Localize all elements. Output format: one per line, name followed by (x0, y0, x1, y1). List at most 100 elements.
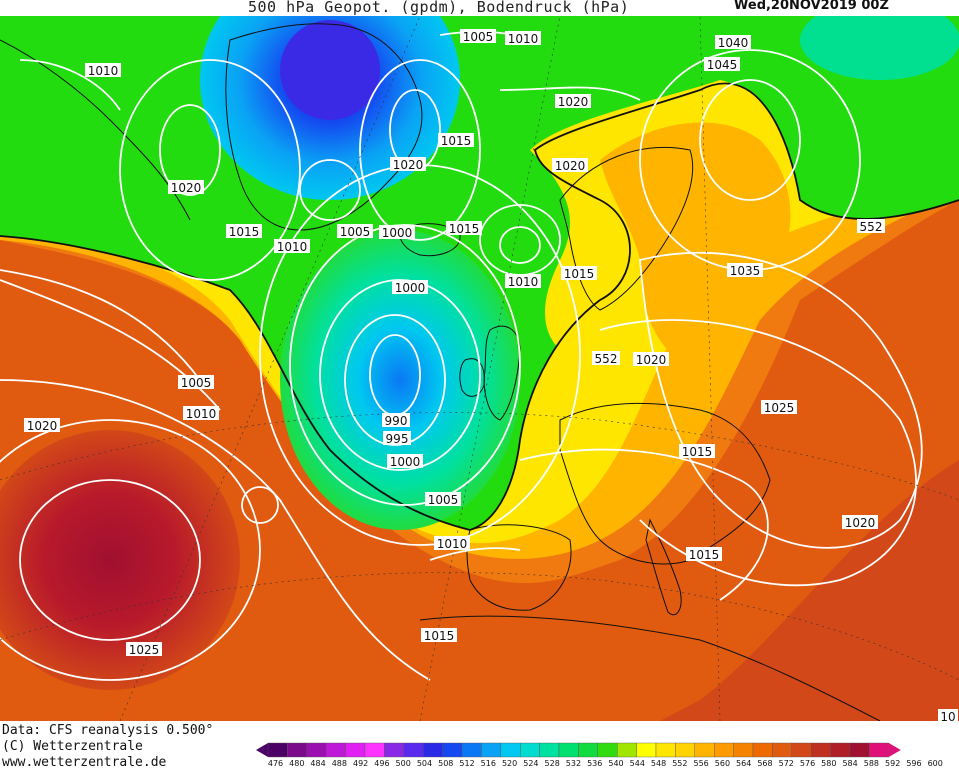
isobar-label-box (555, 94, 591, 108)
legend-swatch (461, 742, 482, 758)
isobar-label: 1000 (382, 226, 413, 240)
isobar-label-box (387, 454, 423, 468)
legend-swatch (675, 742, 695, 758)
legend-swatch (578, 742, 598, 758)
legend-tick-label: 508 (438, 759, 454, 768)
italy-coast (645, 518, 682, 616)
isobar-1010-iberia (429, 547, 521, 561)
greenland-coast (225, 23, 423, 231)
isobar-label-box (24, 418, 60, 432)
iceland-coast (399, 223, 461, 257)
isobar-label: 1000 (395, 281, 426, 295)
isobar-label-box (383, 431, 411, 445)
isobar-label-box (421, 628, 457, 642)
isobar-label-box (633, 352, 669, 366)
isobar-label-box (715, 35, 751, 49)
legend-swatch (364, 742, 385, 758)
copyright-credit: (C) Wetterzentrale (2, 739, 143, 754)
isobar-label: 1010 (508, 275, 539, 289)
isobar-label: 1015 (424, 629, 455, 643)
legend-tick-label: 588 (863, 759, 880, 768)
isobar-label-box (126, 642, 162, 656)
isobar-label-box (842, 515, 878, 529)
isobar-label-box (337, 224, 373, 238)
isobar-label: 1010 (437, 537, 468, 551)
legend-tick-label: 544 (629, 759, 645, 768)
isobar-label-box (857, 219, 885, 233)
field-amber-europe (600, 122, 791, 360)
isobar-label: 1025 (129, 643, 160, 657)
europe-coast (559, 402, 771, 565)
legend-tick-label: 492 (352, 759, 369, 768)
field-low-core (280, 230, 520, 530)
legend-tick-label: 596 (906, 759, 922, 768)
isobar-1020-n (499, 86, 641, 101)
isobar-label: 1020 (558, 95, 589, 109)
legend-swatch (403, 742, 424, 758)
isobar-label-box (460, 29, 496, 43)
legend-swatch (306, 742, 327, 758)
field-arctic-core (280, 20, 380, 120)
isobar-label: 1015 (689, 548, 720, 562)
legend-tick-label: 584 (842, 759, 858, 768)
legend-tick-label: 560 (714, 759, 731, 768)
isobar-label-box (761, 400, 797, 414)
legend-swatch (481, 742, 501, 758)
legend-swatch (267, 742, 288, 758)
isobar-1010-n (19, 59, 121, 111)
legend-swatch (830, 742, 851, 758)
isobar-labels: 1005 1010 1040 1045 1010 1020 1015 1020 1020 1020… (24, 29, 958, 721)
isobar-label: 1010 (186, 407, 217, 421)
isobar-label-box (390, 157, 426, 171)
isobar-1005-nw (0, 269, 201, 381)
isobar-label: 10 (940, 710, 955, 721)
legend-tick-label: 540 (608, 759, 624, 768)
isobar-label: 1005 (181, 376, 212, 390)
weather-map: 1005 1010 1040 1045 1010 1020 1015 1020 1020 1020… (0, 16, 959, 721)
isobar-label: 1015 (229, 225, 260, 239)
color-legend-ticks: 476 480 484 488 492 496 500 504 508 512 516 520 524 5… (268, 759, 952, 769)
isobar-label: 995 (386, 432, 409, 446)
legend-tick-label: 576 (799, 759, 816, 768)
website-credit: www.wetterzentrale.de (2, 755, 167, 770)
isobar-label: 552 (595, 352, 618, 366)
legend-swatch (558, 742, 579, 758)
legend-tick-label: 536 (587, 759, 603, 768)
legend-tick-label: 504 (416, 759, 433, 768)
isobar-label: 552 (860, 220, 883, 234)
legend-tick-label: 480 (289, 759, 305, 768)
isobar-label: 1025 (764, 401, 795, 415)
legend-tick-label: 524 (523, 759, 539, 768)
isobar-label-box (938, 709, 958, 721)
isobar-label: 1045 (707, 58, 738, 72)
isobar-label: 1020 (636, 353, 667, 367)
isobar-label-box (434, 536, 470, 550)
legend-swatch (655, 742, 676, 758)
color-legend-bar (256, 742, 901, 758)
field-arctic-teal (800, 16, 959, 80)
isobar-label-box (274, 239, 310, 253)
legend-swatch (752, 742, 773, 758)
legend-swatch (811, 742, 831, 758)
isobar-label: 1010 (277, 240, 308, 254)
isobar-label-box (561, 266, 597, 280)
isobar-label: 1020 (393, 158, 424, 172)
legend-swatch (539, 742, 560, 758)
legend-swatch (422, 742, 443, 758)
isobar-1015-europe (519, 448, 769, 601)
isobar-label: 1010 (88, 64, 119, 78)
legend-tick-label: 516 (480, 759, 496, 768)
legend-tick-label: 564 (736, 759, 752, 768)
isobar-label-box (425, 492, 461, 506)
isobar-label: 1035 (730, 264, 761, 278)
legend-tick-label: 552 (672, 759, 688, 768)
isobar-label-box (178, 375, 214, 389)
legend-swatch (345, 742, 366, 758)
legend-tick-label: 568 (757, 759, 773, 768)
legend-swatch (520, 742, 540, 758)
legend-arrow-left (256, 743, 268, 757)
data-source-credit: Data: CFS reanalysis 0.500° (2, 723, 214, 738)
legend-arrow-right (888, 743, 901, 757)
legend-swatch (694, 742, 715, 758)
legend-tick-label: 476 (267, 759, 284, 768)
